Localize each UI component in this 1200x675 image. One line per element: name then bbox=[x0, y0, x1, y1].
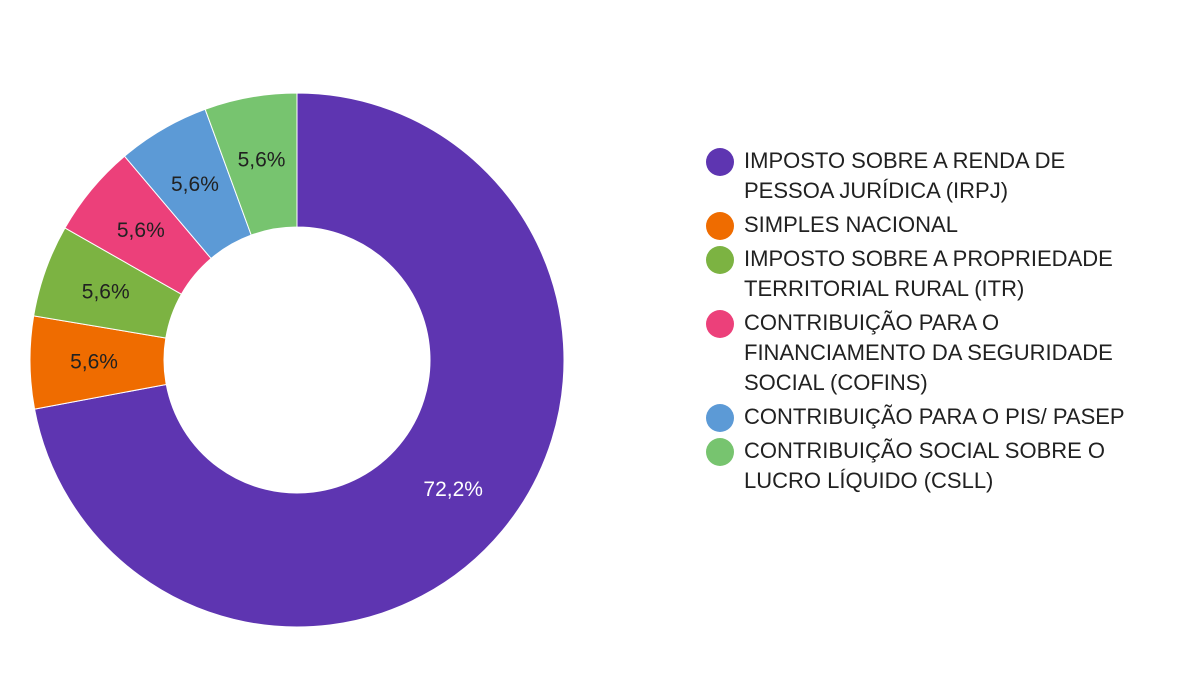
legend-item-2: SIMPLES NACIONAL bbox=[706, 210, 1166, 240]
donut-chart: 72,2% 5,6% 5,6% 5,6% 5,6% 5,6% bbox=[29, 92, 565, 628]
legend-label: CONTRIBUIÇÃO PARA O FINANCIAMENTO DA SEG… bbox=[744, 310, 1113, 395]
legend-label: SIMPLES NACIONAL bbox=[744, 212, 958, 237]
legend-item-5: CONTRIBUIÇÃO PARA O PIS/ PASEP bbox=[706, 402, 1166, 432]
legend-item-6: CONTRIBUIÇÃO SOCIAL SOBRE O LUCRO LÍQUID… bbox=[706, 436, 1166, 496]
legend-item-1: IMPOSTO SOBRE A RENDA DE PESSOA JURÍDICA… bbox=[706, 146, 1166, 206]
legend-label: CONTRIBUIÇÃO SOCIAL SOBRE O LUCRO LÍQUID… bbox=[744, 438, 1106, 493]
donut-slice-1 bbox=[33, 92, 565, 628]
legend-swatch bbox=[706, 438, 734, 466]
legend: IMPOSTO SOBRE A RENDA DE PESSOA JURÍDICA… bbox=[706, 146, 1166, 500]
legend-swatch bbox=[706, 310, 734, 338]
legend-item-3: IMPOSTO SOBRE A PROPRIEDADE TERRITORIAL … bbox=[706, 244, 1166, 304]
slice-label-4: 5,6% bbox=[117, 219, 165, 242]
legend-swatch bbox=[706, 246, 734, 274]
legend-item-4: CONTRIBUIÇÃO PARA O FINANCIAMENTO DA SEG… bbox=[706, 308, 1166, 398]
slice-label-2: 5,6% bbox=[70, 350, 118, 373]
legend-label: IMPOSTO SOBRE A RENDA DE PESSOA JURÍDICA… bbox=[744, 148, 1066, 203]
slice-label-1: 72,2% bbox=[423, 478, 483, 501]
donut-slice-6 bbox=[204, 92, 298, 236]
legend-label: IMPOSTO SOBRE A PROPRIEDADE TERRITORIAL … bbox=[744, 246, 1113, 301]
legend-swatch bbox=[706, 404, 734, 432]
legend-swatch bbox=[706, 212, 734, 240]
slice-label-5: 5,6% bbox=[171, 173, 219, 196]
slice-label-3: 5,6% bbox=[82, 280, 130, 303]
legend-label: CONTRIBUIÇÃO PARA O PIS/ PASEP bbox=[744, 404, 1125, 429]
legend-swatch bbox=[706, 148, 734, 176]
slice-label-6: 5,6% bbox=[238, 149, 286, 172]
